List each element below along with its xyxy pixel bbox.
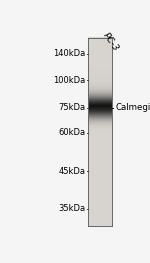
Text: 60kDa: 60kDa xyxy=(58,128,86,137)
Text: 140kDa: 140kDa xyxy=(53,49,86,58)
Text: 35kDa: 35kDa xyxy=(58,204,86,213)
Text: 100kDa: 100kDa xyxy=(53,76,86,85)
Text: Calmegin: Calmegin xyxy=(115,103,150,112)
Text: PC-3: PC-3 xyxy=(101,31,120,53)
Text: 45kDa: 45kDa xyxy=(59,167,86,176)
Text: 75kDa: 75kDa xyxy=(58,103,86,112)
